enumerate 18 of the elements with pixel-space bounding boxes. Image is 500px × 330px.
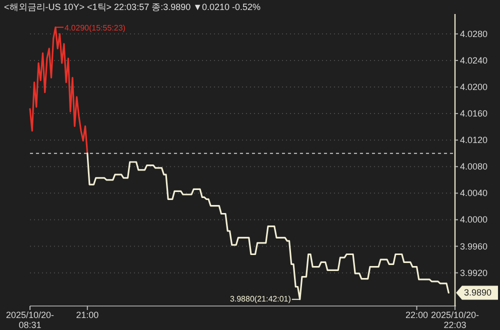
y-tick-label: 4.0080	[460, 162, 488, 172]
chart-title: <해외금리-US 10Y> <1틱> 22:03:57 종:3.9890 ▼0.0210 -0.52%	[4, 2, 261, 12]
y-tick-label: 4.0160	[460, 108, 488, 119]
annotation: 3.9880(21:42:01)	[230, 294, 292, 304]
y-tick-label: 3.9920	[460, 268, 488, 278]
x-tick-label: 21:00	[76, 310, 99, 320]
y-tick-label: 3.9960	[460, 241, 488, 252]
y-tick-label: 4.0240	[460, 55, 488, 66]
y-tick-label: 4.0040	[460, 188, 488, 198]
y-tick-label: 4.0000	[460, 214, 488, 225]
y-tick-label: 4.0120	[460, 135, 488, 146]
x-tick-label: 2025/10/20-22:03	[430, 310, 480, 330]
annotation: 4.0290(15:55:23)	[64, 23, 126, 32]
price-tag: 3.9890	[456, 286, 498, 300]
y-tick-label: 4.0200	[460, 82, 488, 92]
x-tick-label: 22:00	[405, 310, 428, 320]
y-tick-label: 4.0280	[460, 28, 488, 39]
x-tick-label: 2025/10/20-08:31	[6, 310, 54, 330]
